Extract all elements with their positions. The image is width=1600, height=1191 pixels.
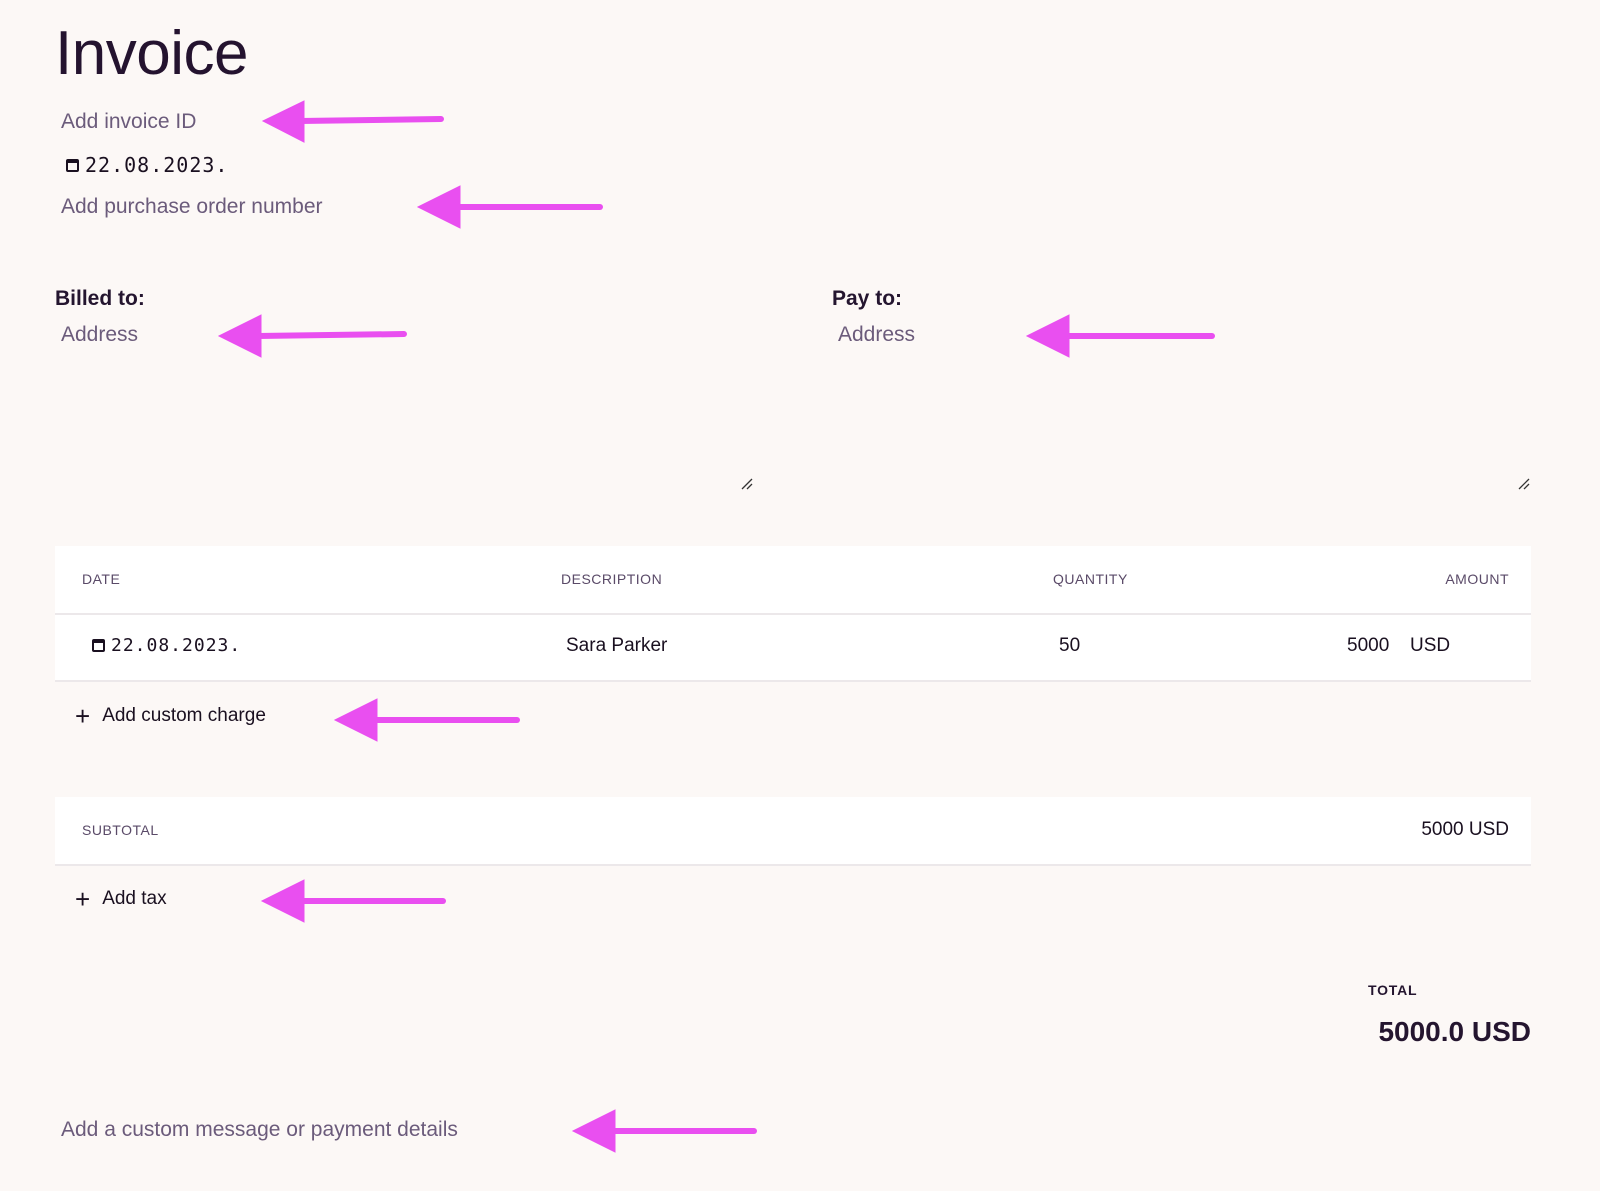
invoice-date-picker[interactable]: 22.08.2023. xyxy=(66,153,228,177)
invoice-id-input[interactable]: Add invoice ID xyxy=(61,110,197,133)
billed-to-label: Billed to: xyxy=(55,287,145,310)
billed-to-address-textarea[interactable]: Address xyxy=(61,323,751,493)
add-custom-charge-button[interactable]: + Add custom charge xyxy=(75,703,266,729)
annotation-arrow-icon xyxy=(416,185,603,229)
invoice-date: 22.08.2023. xyxy=(85,153,229,177)
annotation-arrow-icon xyxy=(260,879,446,923)
pay-to-placeholder: Address xyxy=(838,323,916,346)
annotation-arrow-icon xyxy=(571,1109,757,1153)
total-label: TOTAL xyxy=(1368,982,1418,998)
add-tax-button[interactable]: + Add tax xyxy=(75,886,167,912)
row-currency[interactable]: USD xyxy=(1410,635,1451,656)
subtotal-label: SUBTOTAL xyxy=(82,822,159,838)
row-date: 22.08.2023. xyxy=(111,635,242,656)
pay-to-address-textarea[interactable]: Address xyxy=(838,323,1528,493)
row-date-picker[interactable]: 22.08.2023. xyxy=(92,635,241,656)
subtotal-row: SUBTOTAL 5000 USD xyxy=(55,797,1531,866)
row-description[interactable]: Sara Parker xyxy=(566,635,668,656)
table-row: 22.08.2023. Sara Parker 50 5000 USD xyxy=(55,615,1531,682)
calendar-icon xyxy=(66,158,79,172)
annotation-arrow-icon xyxy=(261,100,444,143)
column-header-amount: AMOUNT xyxy=(1445,571,1509,587)
plus-icon: + xyxy=(75,884,91,914)
purchase-order-input[interactable]: Add purchase order number xyxy=(61,195,323,218)
table-header: DATE DESCRIPTION QUANTITY AMOUNT xyxy=(55,546,1531,615)
column-header-quantity: QUANTITY xyxy=(1053,571,1128,587)
calendar-icon xyxy=(92,639,105,652)
page-title: Invoice xyxy=(55,19,248,88)
column-header-date: DATE xyxy=(82,571,121,587)
custom-message-input[interactable]: Add a custom message or payment details xyxy=(61,1118,458,1141)
add-custom-charge-label: Add custom charge xyxy=(102,705,266,726)
row-amount[interactable]: 5000 xyxy=(1347,635,1390,656)
annotation-arrow-icon xyxy=(333,698,520,742)
total-value: 5000.0 USD xyxy=(1378,1016,1531,1047)
column-header-description: DESCRIPTION xyxy=(561,571,663,587)
resize-handle-icon[interactable] xyxy=(740,477,754,491)
row-quantity[interactable]: 50 xyxy=(1059,635,1081,656)
resize-handle-icon[interactable] xyxy=(1517,477,1531,491)
billed-to-placeholder: Address xyxy=(61,323,139,346)
add-tax-label: Add tax xyxy=(102,888,167,909)
subtotal-value: 5000 USD xyxy=(1421,819,1509,840)
pay-to-label: Pay to: xyxy=(832,287,903,310)
plus-icon: + xyxy=(75,701,91,731)
line-items-table: DATE DESCRIPTION QUANTITY AMOUNT 22.08.2… xyxy=(55,546,1531,682)
